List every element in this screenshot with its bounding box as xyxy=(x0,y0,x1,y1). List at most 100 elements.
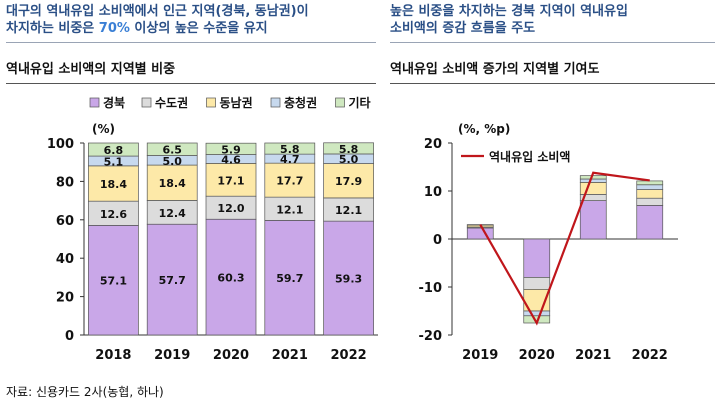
left-data-label-2018-2: 18.4 xyxy=(100,178,127,191)
left-y-tick-label-0: 0 xyxy=(65,329,74,344)
legend-label-1: 수도권 xyxy=(155,96,188,110)
right-bar-2022-0 xyxy=(636,205,664,240)
right-y-tick-label-4: 20 xyxy=(424,137,442,152)
headline-divider-left xyxy=(6,42,376,43)
headline-left: 대구의 역내유입 소비액에서 인근 지역(경북, 동남권)이 차지하는 비중은 … xyxy=(6,3,376,37)
chart-subtitle-right: 역내유입 소비액 증가의 지역별 기여도 xyxy=(390,62,600,77)
left-bar-2020-4 xyxy=(205,142,257,155)
right-bar-2022-3 xyxy=(636,184,664,190)
legend-label-2: 동남권 xyxy=(220,95,253,110)
right-x-tick-label-1: 2020 xyxy=(519,348,555,363)
right-bar-2022-4 xyxy=(636,180,664,186)
left-bar-2022-0 xyxy=(323,220,374,336)
left-y-tick-label-5: 100 xyxy=(47,137,74,152)
left-bar-2018-0 xyxy=(88,225,139,336)
right-bar-2021-0 xyxy=(579,200,607,240)
right-total-line xyxy=(479,171,650,326)
left-bar-2021-2 xyxy=(264,162,316,198)
right-y-tick-label-2: 0 xyxy=(433,233,442,248)
left-x-tick-label-2: 2020 xyxy=(213,348,249,363)
left-data-label-2019-0: 57.7 xyxy=(159,274,186,287)
left-bar-2021-4 xyxy=(264,142,316,155)
left-data-label-2022-4: 5.8 xyxy=(339,143,359,156)
headline-left-line1: 대구의 역내유입 소비액에서 인근 지역(경북, 동남권)이 xyxy=(6,4,309,19)
legend-swatch-2 xyxy=(206,97,216,108)
left-bar-2018-4 xyxy=(88,142,139,157)
left-bar-2021-0 xyxy=(264,220,316,336)
headline-left-line2: 차지하는 비중은 70% 이상의 높은 수준을 유지 xyxy=(6,20,376,37)
left-data-label-2021-1: 12.1 xyxy=(276,203,303,216)
left-data-label-2021-4: 5.8 xyxy=(280,143,300,156)
right-legend-label: 역내유입 소비액 xyxy=(489,149,570,164)
left-data-label-2019-4: 6.5 xyxy=(162,144,182,157)
right-y-tick-label-1: -10 xyxy=(419,281,443,296)
source-note: 자료: 신용카드 2사(농협, 하나) xyxy=(6,385,164,399)
left-data-label-2018-1: 12.6 xyxy=(100,208,127,221)
chart-subtitle-left: 역내유입 소비액의 지역별 비중 xyxy=(6,62,176,77)
left-bar-2018-1 xyxy=(88,200,139,226)
right-bar-2021-3 xyxy=(579,178,607,183)
left-y-tick-label-4: 80 xyxy=(56,175,74,190)
left-data-label-2022-0: 59.3 xyxy=(335,273,362,286)
left-data-label-2019-2: 18.4 xyxy=(159,177,186,190)
legend-label-3: 충청권 xyxy=(284,95,317,110)
left-data-label-2020-2: 17.1 xyxy=(217,174,244,187)
right-y-tick-label-3: 10 xyxy=(424,185,442,200)
left-bar-2019-2 xyxy=(146,164,198,201)
right-unit-label: (%, %p) xyxy=(458,122,510,136)
left-data-label-2019-1: 12.4 xyxy=(159,207,186,220)
left-data-label-2021-0: 59.7 xyxy=(276,272,303,285)
subtitle-divider-left xyxy=(6,83,376,84)
left-bar-2022-4 xyxy=(323,142,374,155)
left-bar-2020-2 xyxy=(205,163,257,197)
left-data-label-2021-3: 4.7 xyxy=(280,153,300,166)
right-bar-2020-1 xyxy=(523,277,551,290)
left-data-label-2018-4: 6.8 xyxy=(104,144,124,157)
left-data-label-2020-1: 12.0 xyxy=(217,202,244,215)
right-bar-2022-1 xyxy=(636,197,664,206)
left-data-label-2018-0: 57.1 xyxy=(100,275,127,288)
legend-label-0: 경북 xyxy=(103,96,125,110)
left-bar-2020-0 xyxy=(205,218,257,336)
legend-swatch-4 xyxy=(335,97,345,108)
right-bar-2020-0 xyxy=(523,238,551,278)
right-x-tick-label-2: 2021 xyxy=(575,348,611,363)
right-bar-2021-2 xyxy=(579,182,607,195)
left-bar-2019-4 xyxy=(146,142,198,156)
headline-left-line2-pre: 차지하는 비중은 xyxy=(6,21,99,36)
left-x-tick-label-1: 2019 xyxy=(154,348,190,363)
right-bar-2022-2 xyxy=(636,189,664,199)
headline-right-line1: 높은 비중을 차지하는 경북 지역이 역내유입 xyxy=(390,4,628,19)
left-data-label-2020-3: 4.6 xyxy=(221,153,241,166)
left-data-label-2021-2: 17.7 xyxy=(276,175,303,188)
left-data-label-2020-4: 5.9 xyxy=(221,143,241,156)
right-x-tick-label-0: 2019 xyxy=(462,348,498,363)
left-data-label-2018-3: 5.1 xyxy=(104,155,124,168)
left-bar-2019-0 xyxy=(146,223,198,336)
right-x-tick-label-3: 2022 xyxy=(632,348,668,363)
left-data-label-2020-0: 60.3 xyxy=(217,272,244,285)
legend-swatch-1 xyxy=(141,97,152,108)
headline-left-highlight: 70% xyxy=(98,21,130,36)
charts-canvas: 경북 수도권 동남권 충청권 기타(%)02040608010057.112.618.4… xyxy=(47,95,678,363)
legend-label-4: 기타 xyxy=(349,95,371,110)
headline-right: 높은 비중을 차지하는 경북 지역이 역내유입 소비액의 증감 흐름을 주도 xyxy=(390,3,710,37)
left-x-tick-label-0: 2018 xyxy=(95,348,131,363)
right-y-tick-label-0: -20 xyxy=(419,329,443,344)
left-y-tick-label-1: 20 xyxy=(56,291,74,306)
legend-swatch-3 xyxy=(270,97,281,108)
right-bar-2020-3 xyxy=(523,310,551,317)
left-x-tick-label-3: 2021 xyxy=(272,348,308,363)
left-data-label-2022-1: 12.1 xyxy=(335,204,362,217)
left-y-tick-label-3: 60 xyxy=(56,214,74,229)
subtitle-divider-right xyxy=(390,83,715,84)
left-unit-label: (%) xyxy=(92,122,115,136)
headline-right-line2: 소비액의 증감 흐름을 주도 xyxy=(390,21,536,36)
headline-left-line2-post: 이상의 높은 수준을 유지 xyxy=(129,21,268,36)
left-x-tick-label-4: 2022 xyxy=(331,348,367,363)
headline-divider-right xyxy=(390,42,715,43)
right-bar-2019-0 xyxy=(466,227,494,240)
left-data-label-2019-3: 5.0 xyxy=(162,155,182,168)
right-bar-2021-4 xyxy=(579,175,607,180)
left-data-label-2022-2: 17.9 xyxy=(335,175,362,188)
